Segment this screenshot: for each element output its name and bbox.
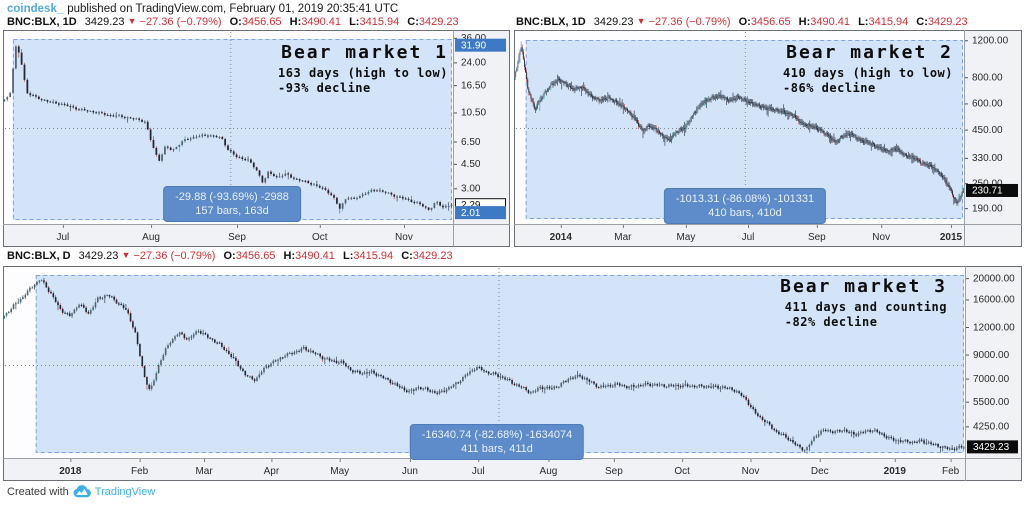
measure-bars-line: 411 bars, 411d [461,443,533,455]
low-label: L: [858,16,869,28]
measure-bars-line: 157 bars, 163d [195,205,269,217]
tradingview-logo-icon [73,485,91,498]
tradingview-link[interactable]: TradingView [94,485,156,498]
ticker-last-price: 3429.23 [78,250,119,262]
measure-stats-label: -1013.31 (-86.08%) -101331 410 bars, 410… [663,188,827,224]
down-triangle-icon: ▼ [121,250,131,260]
ticker-symbol: BNC:BLX, [7,250,60,262]
close-label: C: [401,250,413,262]
high-value: 3490.41 [301,16,342,28]
chart-panel-bear-market-2: Bear market 2 410 days (high to low) -86… [514,30,1022,247]
high-value: 3490.41 [810,16,851,28]
close-value: 3429.23 [418,16,459,28]
down-triangle-icon: ▼ [636,16,646,26]
chart-panel-bear-market-1: Bear market 1 163 days (high to low) -93… [3,30,510,247]
measure-change-line: -29.88 (-93.69%) -2988 [175,191,289,203]
ticker-change: −27.36 (−0.79%) [139,16,222,28]
ticker-row-chart1: BNC:BLX, 1D 3429.23 ▼ −27.36 (−0.79%) O:… [7,16,459,28]
coindesk-user-link[interactable]: coindesk_ [7,3,64,15]
open-value: 3456.65 [241,16,282,28]
measure-change-line: -1013.31 (-86.08%) -101331 [675,193,815,205]
high-label: H: [798,16,811,28]
low-label: L: [342,250,354,262]
annotation-bear-market-1: Bear market 1 163 days (high to low) -93… [278,42,448,96]
annotation-title: Bear market 3 [780,276,947,297]
low-value: 3415.94 [868,16,909,28]
annotation-bear-market-2: Bear market 2 410 days (high to low) -86… [783,42,953,96]
publish-info-text: published on TradingView.com, February 0… [67,3,399,15]
ticker-symbol: BNC:BLX, [7,16,60,28]
annotation-title: Bear market 2 [786,42,953,63]
ticker-interval: 1D [571,16,586,28]
close-value: 3429.23 [412,250,453,262]
low-label: L: [349,16,360,28]
open-label: O: [223,250,236,262]
ticker-last-price: 3429.23 [593,16,634,28]
ticker-last-price: 3429.23 [84,16,125,28]
ticker-change: −27.36 (−0.79%) [133,250,216,262]
open-value: 3456.65 [750,16,791,28]
publish-header: coindesk_ published on TradingView.com, F… [7,3,398,15]
measure-change-line: -16340.74 (-82.68%) -1634074 [421,429,573,441]
ticker-interval: D [62,250,71,262]
ticker-change: −27.36 (−0.79%) [648,16,731,28]
annotation-subtitle: 163 days (high to low) -93% decline [278,66,448,95]
chart-panel-bear-market-3: Bear market 3 411 days and counting -82%… [3,266,1022,481]
annotation-subtitle: 410 days (high to low) -86% decline [783,66,953,95]
annotation-title: Bear market 1 [281,42,448,63]
measure-stats-label: -16340.74 (-82.68%) -1634074 411 bars, 4… [409,424,585,460]
ticker-symbol: BNC:BLX, [516,16,569,28]
low-value: 3415.94 [353,250,394,262]
footer-credit: Created with TradingView [7,485,155,498]
high-value: 3490.41 [295,250,335,262]
measure-stats-label: -29.88 (-93.69%) -2988 157 bars, 163d [163,186,301,222]
close-label: C: [407,16,419,28]
open-value: 3456.65 [235,250,276,262]
close-label: C: [916,16,928,28]
high-label: H: [289,16,302,28]
ticker-row-chart2: BNC:BLX, 1D 3429.23 ▼ −27.36 (−0.79%) O:… [516,16,968,28]
down-triangle-icon: ▼ [127,16,137,26]
created-with-text: Created with [7,485,69,498]
measure-bars-line: 410 bars, 410d [708,207,782,219]
low-value: 3415.94 [359,16,400,28]
open-label: O: [229,16,242,28]
ticker-interval: 1D [62,16,77,28]
annotation-subtitle: 411 days and counting -82% decline [784,300,947,329]
ticker-row-chart3: BNC:BLX, D 3429.23 ▼ −27.36 (−0.79%) O:3… [7,250,453,262]
open-label: O: [738,16,751,28]
close-value: 3429.23 [927,16,968,28]
high-label: H: [283,250,296,262]
annotation-bear-market-3: Bear market 3 411 days and counting -82%… [780,276,947,330]
